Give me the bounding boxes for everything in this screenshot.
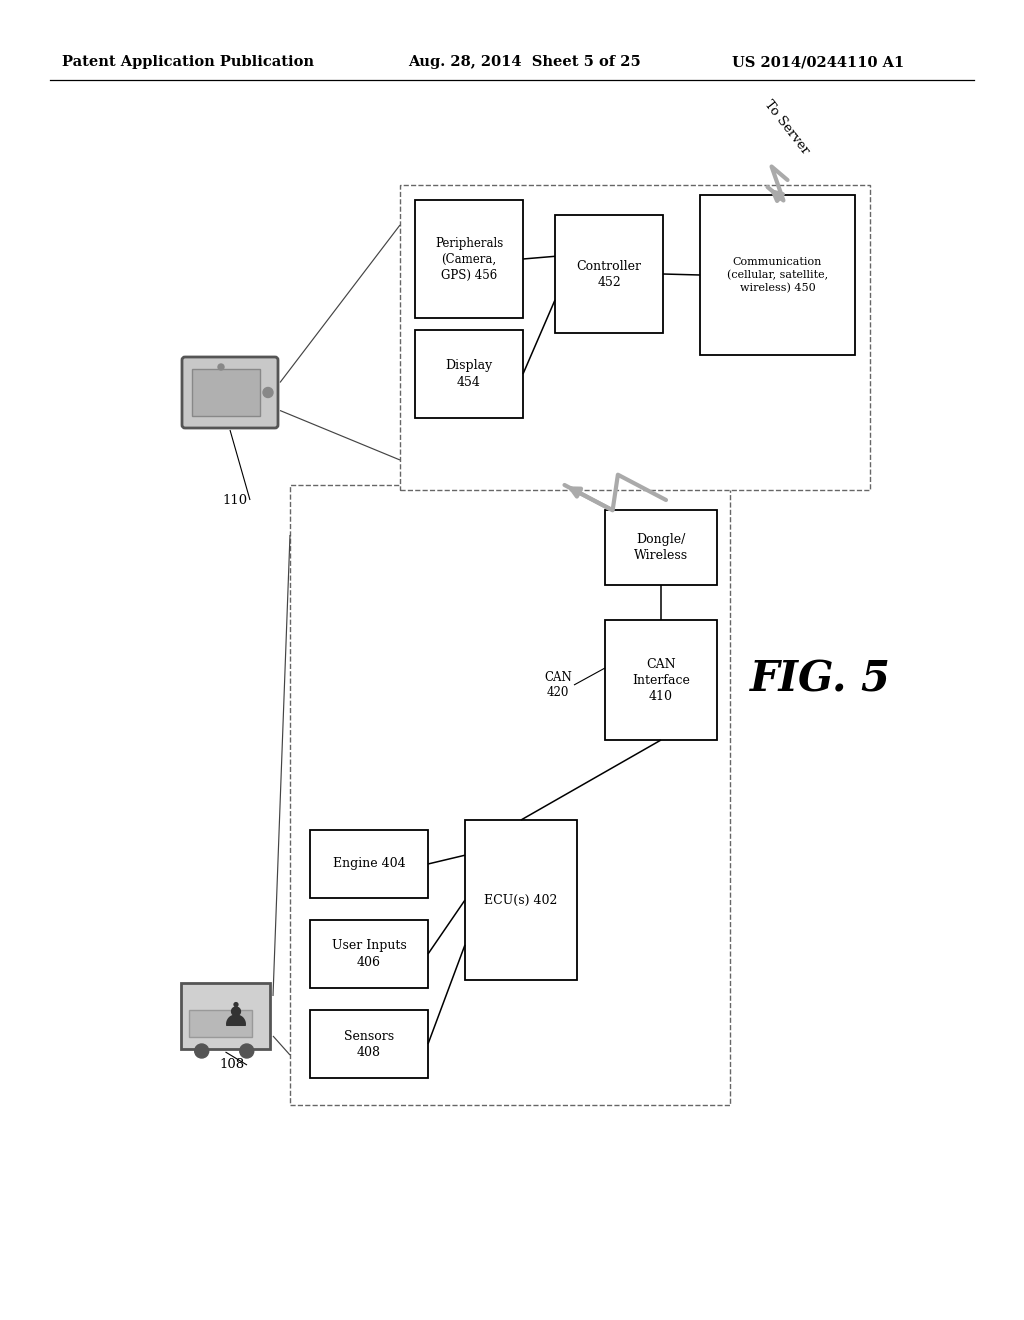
Bar [605, 510, 717, 585]
Bar [193, 370, 260, 416]
Text: Communication
(cellular, satellite,
wireless) 450: Communication (cellular, satellite, wire… [727, 257, 828, 293]
Bar [189, 1010, 252, 1038]
Text: FIG. 5: FIG. 5 [750, 659, 891, 701]
Text: Peripherals
(Camera,
GPS) 456: Peripherals (Camera, GPS) 456 [435, 236, 503, 281]
Circle shape [240, 1044, 254, 1059]
Bar [555, 215, 663, 333]
Bar [310, 1010, 428, 1078]
Bar [290, 484, 730, 1105]
Text: CAN
Interface
410: CAN Interface 410 [632, 657, 690, 702]
Circle shape [218, 364, 224, 370]
Bar [415, 201, 523, 318]
Bar [465, 820, 577, 979]
Bar [605, 620, 717, 741]
Text: User Inputs
406: User Inputs 406 [332, 940, 407, 969]
FancyBboxPatch shape [181, 983, 270, 1049]
Bar [400, 185, 870, 490]
Text: Controller
452: Controller 452 [577, 260, 641, 289]
Text: Sensors
408: Sensors 408 [344, 1030, 394, 1059]
Text: US 2014/0244110 A1: US 2014/0244110 A1 [732, 55, 904, 69]
Text: 108: 108 [220, 1059, 245, 1072]
Text: Dongle/
Wireless: Dongle/ Wireless [634, 533, 688, 562]
Text: Patent Application Publication: Patent Application Publication [62, 55, 314, 69]
FancyBboxPatch shape [182, 356, 278, 428]
Text: Engine 404: Engine 404 [333, 858, 406, 870]
Text: ♟: ♟ [221, 999, 251, 1032]
Text: CAN
420: CAN 420 [544, 671, 572, 700]
Text: ECU(s) 402: ECU(s) 402 [484, 894, 558, 907]
Text: Aug. 28, 2014  Sheet 5 of 25: Aug. 28, 2014 Sheet 5 of 25 [408, 55, 641, 69]
Bar [700, 195, 855, 355]
Circle shape [195, 1044, 209, 1059]
Circle shape [263, 388, 273, 397]
Text: 110: 110 [223, 494, 248, 507]
Bar [310, 830, 428, 898]
Bar [415, 330, 523, 418]
Bar [310, 920, 428, 987]
Text: To Server: To Server [762, 98, 812, 157]
Text: Display
454: Display 454 [445, 359, 493, 388]
